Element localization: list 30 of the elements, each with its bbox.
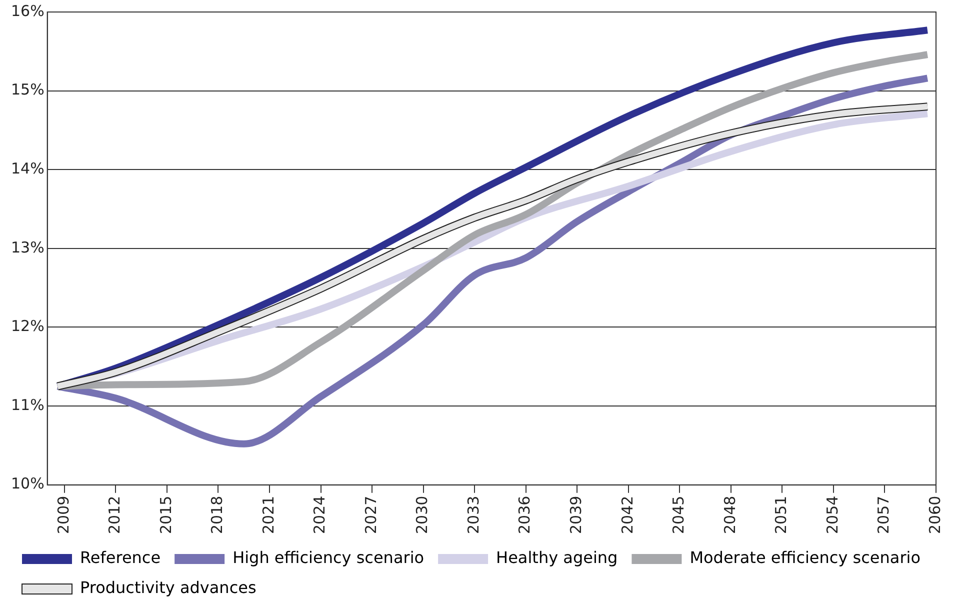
- y-tick-label: 14%: [10, 160, 44, 178]
- x-tick-label: 2018: [208, 496, 226, 534]
- x-tick-label: 2030: [413, 496, 432, 534]
- x-tick-label: 2060: [926, 496, 944, 534]
- x-tick-label: 2039: [567, 496, 586, 534]
- x-tick-label: 2051: [772, 496, 790, 534]
- x-tick-label: 2036: [516, 496, 534, 534]
- legend-label: High efficiency scenario: [232, 548, 424, 568]
- legend-label: Healthy ageing: [496, 548, 618, 568]
- y-tick-label: 16%: [10, 2, 44, 20]
- x-tick-label: 2054: [823, 496, 842, 534]
- y-tick-label: 12%: [10, 317, 44, 336]
- x-tick-label: 2057: [874, 496, 893, 534]
- x-tick-label: 2042: [618, 496, 636, 534]
- x-tick-label: 2045: [670, 496, 688, 534]
- x-tick-label: 2024: [310, 496, 329, 534]
- legend-label: Moderate efficiency scenario: [690, 548, 921, 568]
- x-tick-label: 2015: [156, 496, 175, 534]
- y-tick-label: 11%: [10, 396, 44, 414]
- x-tick-label: 2009: [54, 496, 72, 534]
- x-tick-label: 2027: [362, 496, 380, 534]
- y-tick-label: 13%: [10, 238, 44, 256]
- x-tick-label: 2033: [464, 496, 482, 534]
- y-tick-label: 15%: [10, 80, 44, 99]
- x-tick-label: 2048: [720, 496, 739, 534]
- x-tick-label: 2012: [106, 496, 124, 534]
- legend-label: Productivity advances: [80, 578, 256, 598]
- y-tick-label: 10%: [10, 474, 44, 493]
- x-tick-label: 2021: [259, 496, 278, 534]
- legend-label: Reference: [80, 548, 161, 568]
